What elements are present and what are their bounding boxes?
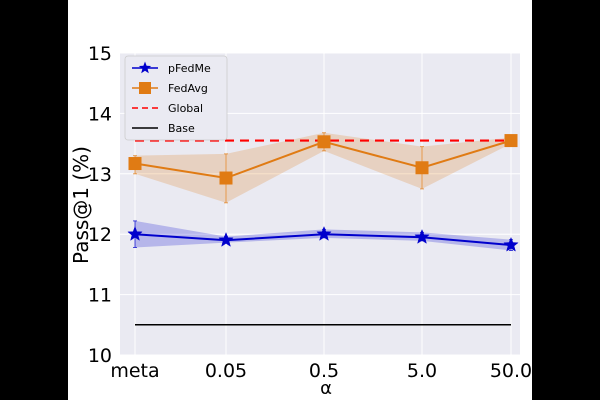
x-tick-label: 50.0 — [490, 360, 532, 382]
data-point-fedavg — [317, 135, 331, 149]
y-tick-label: 13 — [88, 164, 112, 186]
data-point-fedavg — [219, 171, 233, 185]
data-point-fedavg — [504, 134, 518, 148]
y-tick-label: 12 — [88, 224, 112, 246]
legend-marker-pfedme — [138, 61, 152, 74]
legend-marker-fedavg — [139, 82, 151, 94]
error-band-fedavg — [135, 132, 511, 203]
legend-label-base: Base — [168, 122, 195, 135]
x-tick-labels: meta 0.05 0.5 5.0 50.0 — [110, 360, 532, 382]
x-axis-label: α — [320, 378, 332, 399]
data-point-pfedme — [503, 236, 519, 252]
legend-box — [124, 55, 228, 141]
x-tick-label: 5.0 — [407, 360, 437, 382]
data-point-pfedme — [414, 228, 430, 244]
line-chart: 10 11 12 13 14 15 meta 0.05 0.5 5.0 50.0 Pass@1 (… — [69, 43, 532, 399]
y-tick-label: 11 — [88, 285, 112, 307]
y-axis-label: Pass@1 (%) — [69, 146, 93, 264]
legend-label-fedavg: FedAvg — [168, 82, 208, 95]
y-tick-labels: 10 11 12 13 14 15 — [88, 43, 112, 367]
series-markers — [127, 134, 519, 252]
x-tick-label: meta — [110, 360, 159, 382]
data-point-fedavg — [415, 161, 429, 175]
x-tick-label: 0.05 — [205, 360, 247, 382]
y-tick-label: 10 — [88, 345, 112, 367]
data-point-fedavg — [128, 157, 142, 171]
data-point-pfedme — [316, 225, 332, 241]
figure-panel: 10 11 12 13 14 15 meta 0.05 0.5 5.0 50.0 Pass@1 (… — [68, 0, 532, 400]
x-tick-label: 0.5 — [309, 360, 339, 382]
legend: pFedMe FedAvg Global Base — [124, 55, 228, 141]
legend-label-global: Global — [168, 102, 203, 115]
y-tick-label: 14 — [88, 103, 112, 125]
y-tick-label: 15 — [88, 43, 112, 65]
data-point-pfedme — [218, 231, 234, 247]
legend-label-pfedme: pFedMe — [168, 62, 211, 75]
data-point-pfedme — [127, 225, 143, 241]
